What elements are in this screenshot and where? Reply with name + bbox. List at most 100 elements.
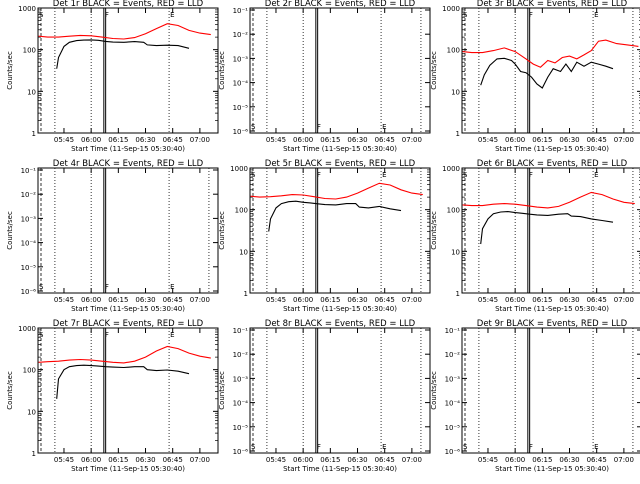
chart-panel-1: Det 1r BLACK = Events, RED = LLD 1 10 100 10… xyxy=(6,0,219,153)
x-tick-label: 06:30 xyxy=(559,296,579,304)
chart-panel-3: Det 3r BLACK = Events, RED = LLD 1 10 100 10… xyxy=(430,0,640,153)
y-tick-label: 1000 xyxy=(230,165,248,173)
x-tick-label: 07:00 xyxy=(402,296,422,304)
marker-s: S xyxy=(251,123,256,131)
x-tick-label: 06:30 xyxy=(347,456,367,464)
x-tick-label: 06:45 xyxy=(375,456,395,464)
y-tick-label: 10⁻² xyxy=(21,191,37,199)
y-tick-label: 10⁻⁶ xyxy=(445,448,461,456)
panel-title: Det 6r BLACK = Events, RED = LLD xyxy=(477,159,628,169)
y-tick-label: 1000 xyxy=(442,165,460,173)
x-tick-label: 07:00 xyxy=(614,136,634,144)
y-tick-label: 10 xyxy=(451,248,460,256)
x-tick-label: 07:00 xyxy=(402,136,422,144)
x-tick-label: 07:00 xyxy=(614,456,634,464)
marker-f: F xyxy=(317,123,321,131)
x-tick-label: 05:45 xyxy=(54,136,74,144)
marker-e: E xyxy=(382,123,386,131)
events-series-line xyxy=(56,39,190,69)
chart-panel-5: Det 5r BLACK = Events, RED = LLD 1 10 100 10… xyxy=(218,159,431,313)
x-tick-label: 07:00 xyxy=(402,456,422,464)
marker-e: E xyxy=(382,171,386,179)
x-tick-label: 06:45 xyxy=(163,296,183,304)
y-axis-label: Counts/sec xyxy=(218,371,226,410)
x-tick-label: 06:15 xyxy=(532,296,552,304)
y-tick-label: 10⁻¹ xyxy=(233,7,249,15)
y-tick-label: 10 xyxy=(451,88,460,96)
x-tick-label: 06:00 xyxy=(81,456,101,464)
y-tick-label: 10⁻⁴ xyxy=(445,400,461,408)
axes-frame xyxy=(37,167,219,294)
y-tick-label: 10⁻⁵ xyxy=(233,424,249,432)
y-tick-label: 100 xyxy=(235,207,248,215)
axes-frame xyxy=(249,327,431,454)
x-tick-label: 06:45 xyxy=(375,136,395,144)
y-tick-label: 1 xyxy=(456,130,460,138)
marker-s: S xyxy=(251,171,256,179)
marker-e: E xyxy=(170,283,174,291)
lld-series-line xyxy=(38,345,211,364)
x-tick-label: 06:30 xyxy=(559,136,579,144)
axes-frame xyxy=(461,7,640,134)
x-axis-label: Start Time (11-Sep-15 05:30:40) xyxy=(283,305,397,313)
y-tick-label: 10⁻⁴ xyxy=(233,80,249,88)
marker-f: F xyxy=(529,443,533,451)
x-tick-label: 06:00 xyxy=(81,296,101,304)
chart-panel-8: Det 8r BLACK = Events, RED = LLD 10⁻¹ 10⁻²… xyxy=(218,319,431,473)
x-axis-label: Start Time (11-Sep-15 05:30:40) xyxy=(71,465,185,473)
y-tick-label: 10⁻³ xyxy=(233,375,249,383)
y-tick-label: 10 xyxy=(27,88,36,96)
y-axis-label: Counts/sec xyxy=(218,211,226,250)
panel-title: Det 7r BLACK = Events, RED = LLD xyxy=(53,319,204,329)
x-axis-label: Start Time (11-Sep-15 05:30:40) xyxy=(283,145,397,153)
y-tick-label: 1 xyxy=(32,450,36,458)
panel-title: Det 9r BLACK = Events, RED = LLD xyxy=(477,319,628,329)
lld-series-line xyxy=(250,182,423,200)
panel-title: Det 5r BLACK = Events, RED = LLD xyxy=(265,159,416,169)
y-tick-label: 10⁻⁶ xyxy=(233,128,249,136)
marker-e: E xyxy=(170,331,174,339)
x-tick-label: 06:30 xyxy=(135,136,155,144)
y-tick-label: 10⁻³ xyxy=(21,215,37,223)
x-tick-label: 05:45 xyxy=(54,296,74,304)
x-tick-label: 06:15 xyxy=(108,456,128,464)
y-tick-label: 10⁻³ xyxy=(445,375,461,383)
y-tick-label: 10⁻¹ xyxy=(21,167,37,175)
x-tick-label: 06:00 xyxy=(293,136,313,144)
x-tick-label: 06:15 xyxy=(320,456,340,464)
y-axis-label: Counts/sec xyxy=(430,51,438,90)
x-axis-label: Start Time (11-Sep-15 05:30:40) xyxy=(71,145,185,153)
x-tick-label: 06:15 xyxy=(532,136,552,144)
y-tick-label: 10⁻⁵ xyxy=(233,104,249,112)
x-tick-label: 06:00 xyxy=(293,456,313,464)
panel-title: Det 4r BLACK = Events, RED = LLD xyxy=(53,159,204,169)
x-tick-label: 06:45 xyxy=(587,136,607,144)
marker-f: F xyxy=(105,331,109,339)
y-axis-label: Counts/sec xyxy=(430,371,438,410)
marker-f: F xyxy=(105,11,109,19)
x-tick-label: 06:30 xyxy=(135,296,155,304)
y-tick-label: 10⁻² xyxy=(233,351,249,359)
events-series-line xyxy=(56,364,190,399)
x-tick-label: 06:45 xyxy=(587,456,607,464)
x-tick-label: 06:15 xyxy=(532,456,552,464)
x-tick-label: 06:30 xyxy=(559,456,579,464)
events-series-line xyxy=(268,200,402,232)
y-tick-label: 100 xyxy=(23,367,36,375)
marker-f: F xyxy=(317,443,321,451)
x-axis-label: Start Time (11-Sep-15 05:30:40) xyxy=(495,145,609,153)
y-tick-label: 10⁻¹ xyxy=(233,327,249,335)
x-tick-label: 05:45 xyxy=(266,136,286,144)
chart-panel-4: Det 4r BLACK = Events, RED = LLD 10⁻¹ 10⁻²… xyxy=(6,159,219,313)
y-tick-label: 10⁻⁵ xyxy=(21,264,37,272)
y-axis-label: Counts/sec xyxy=(6,211,14,250)
y-tick-label: 10⁻⁶ xyxy=(233,448,249,456)
marker-f: F xyxy=(317,171,321,179)
x-tick-label: 05:45 xyxy=(478,136,498,144)
lld-series-line xyxy=(462,191,635,209)
marker-e: E xyxy=(594,11,598,19)
y-tick-label: 100 xyxy=(23,47,36,55)
marker-e: E xyxy=(594,443,598,451)
